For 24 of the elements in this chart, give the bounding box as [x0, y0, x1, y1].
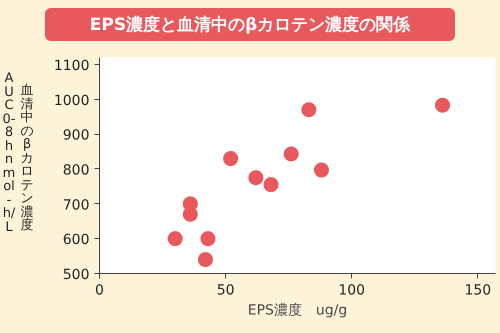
point	[314, 162, 329, 178]
point	[223, 151, 238, 166]
point	[301, 102, 316, 118]
chart-title: EPS濃度と血清中のβカロテン濃度の関係	[45, 8, 455, 41]
x-axis-title: EPS濃度 ug/g	[248, 302, 348, 318]
point	[248, 170, 264, 186]
y-tick-label: 600	[62, 232, 90, 248]
point	[200, 231, 216, 246]
text: AUC0-8h nmol-h/L 血清中のβカロテン濃度	[2, 71, 34, 234]
y-tick-label: 700	[62, 197, 90, 214]
y-tick-label: 900	[62, 128, 90, 144]
point	[198, 252, 213, 268]
y-tick-label: 800	[62, 162, 90, 178]
y-tick-label: 1000	[54, 92, 90, 109]
point	[168, 231, 183, 246]
point	[264, 177, 279, 192]
x-tick-label: 150	[464, 282, 492, 298]
point	[435, 98, 450, 113]
x-tick-label: 100	[338, 282, 366, 298]
x-tick-label: 0	[95, 282, 104, 298]
point	[284, 146, 299, 162]
y-tick-label: 1100	[54, 58, 90, 74]
y-tick-label: 500	[62, 267, 90, 283]
x-tick-label: 50	[216, 282, 235, 298]
